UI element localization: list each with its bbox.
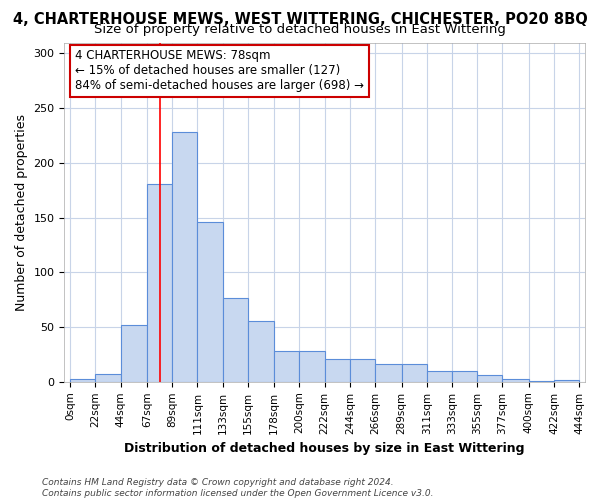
X-axis label: Distribution of detached houses by size in East Wittering: Distribution of detached houses by size … [124, 442, 525, 455]
Bar [274, 351, 299, 382]
Bar [350, 359, 375, 382]
Bar [401, 364, 427, 382]
Bar [197, 222, 223, 382]
Bar [375, 364, 401, 382]
Bar [223, 298, 248, 382]
Bar [529, 380, 554, 382]
Text: 4, CHARTERHOUSE MEWS, WEST WITTERING, CHICHESTER, PO20 8BQ: 4, CHARTERHOUSE MEWS, WEST WITTERING, CH… [13, 12, 587, 28]
Bar [172, 132, 197, 382]
Bar [427, 371, 452, 382]
Bar [554, 380, 579, 382]
Text: 4 CHARTERHOUSE MEWS: 78sqm
← 15% of detached houses are smaller (127)
84% of sem: 4 CHARTERHOUSE MEWS: 78sqm ← 15% of deta… [75, 50, 364, 92]
Bar [325, 359, 350, 382]
Bar [299, 351, 325, 382]
Bar [121, 325, 147, 382]
Bar [477, 376, 502, 382]
Text: Size of property relative to detached houses in East Wittering: Size of property relative to detached ho… [94, 22, 506, 36]
Bar [95, 374, 121, 382]
Bar [452, 371, 477, 382]
Bar [248, 320, 274, 382]
Y-axis label: Number of detached properties: Number of detached properties [15, 114, 28, 310]
Text: Contains HM Land Registry data © Crown copyright and database right 2024.
Contai: Contains HM Land Registry data © Crown c… [42, 478, 433, 498]
Bar [70, 378, 95, 382]
Bar [502, 378, 529, 382]
Bar [147, 184, 172, 382]
